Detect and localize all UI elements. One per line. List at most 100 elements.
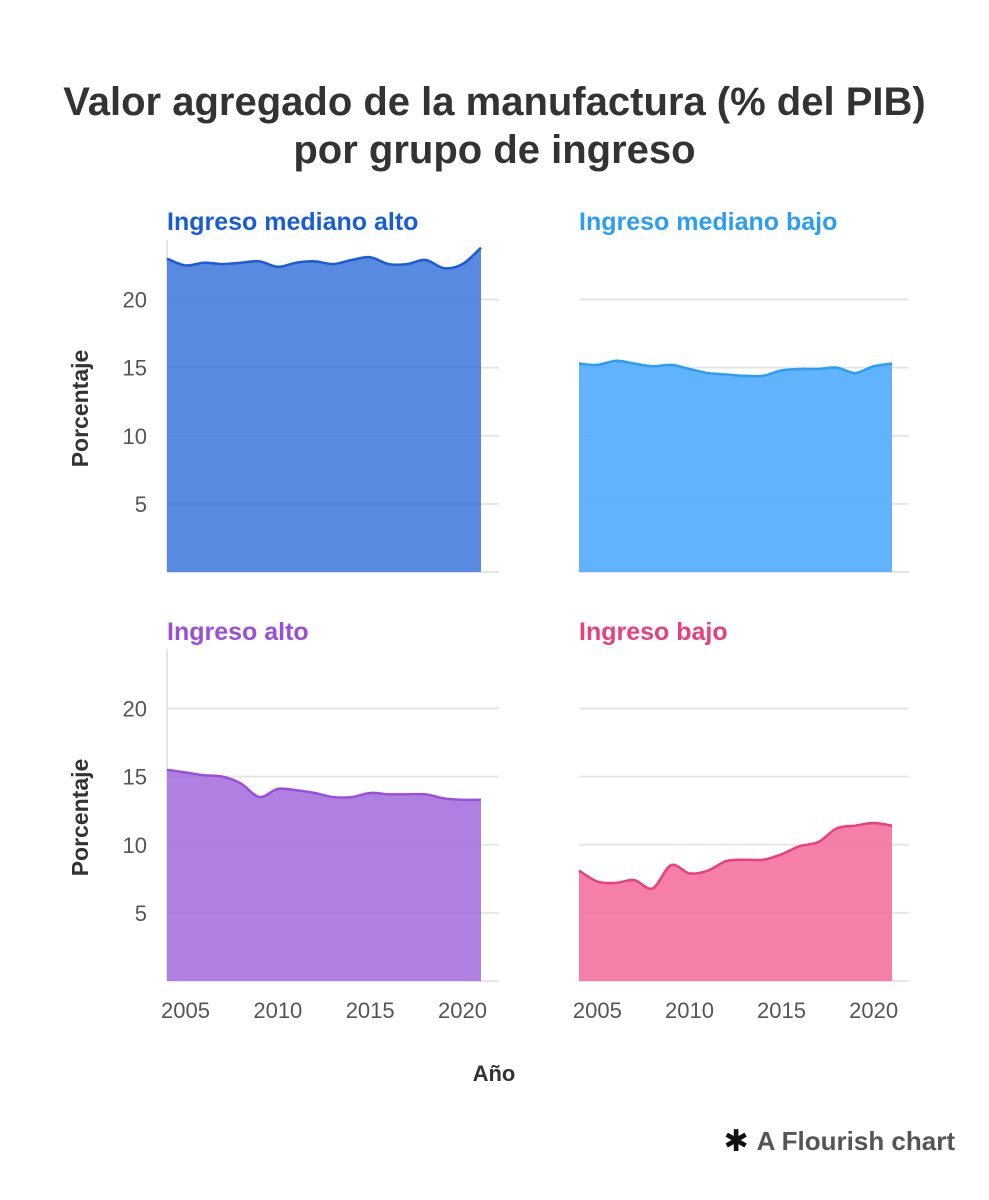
data-point <box>258 796 260 798</box>
data-point <box>351 259 353 261</box>
data-point <box>799 845 801 847</box>
data-point <box>314 792 316 794</box>
data-point <box>443 267 445 269</box>
data-point <box>688 872 690 874</box>
x-axis-label: Año <box>473 1061 516 1086</box>
data-point <box>295 262 297 264</box>
data-point <box>725 860 727 862</box>
data-point <box>762 859 764 861</box>
panel-title: Ingreso mediano alto <box>167 208 418 236</box>
area-ingreso-mediano-alto <box>167 247 481 572</box>
panel-title: Ingreso alto <box>167 618 309 646</box>
data-point <box>277 266 279 268</box>
data-point <box>780 853 782 855</box>
data-point <box>633 362 635 364</box>
x-tick-label: 2015 <box>757 998 806 1023</box>
asterisk-icon: ✱ <box>723 1124 749 1158</box>
data-point <box>651 887 653 889</box>
data-point <box>277 788 279 790</box>
data-point <box>295 789 297 791</box>
y-tick-label: 15 <box>123 765 147 790</box>
data-point <box>596 364 598 366</box>
data-point <box>443 797 445 799</box>
data-point <box>369 792 371 794</box>
data-point <box>184 264 186 266</box>
y-tick-label: 5 <box>135 492 147 517</box>
data-point <box>854 824 856 826</box>
y-tick-label: 20 <box>123 697 147 722</box>
panel-4: Ingreso bajo 2005 2010 2015 2020 <box>573 618 909 1023</box>
data-point <box>615 882 617 884</box>
data-point <box>780 369 782 371</box>
flourish-credit[interactable]: ✱ A Flourish chart <box>723 1126 955 1157</box>
data-point <box>762 375 764 377</box>
data-point <box>406 793 408 795</box>
data-point <box>387 263 389 265</box>
data-point <box>578 362 580 364</box>
data-point <box>166 257 168 259</box>
data-point <box>799 368 801 370</box>
data-point <box>744 859 746 861</box>
data-point <box>578 869 580 871</box>
x-tick-label: 2015 <box>346 998 395 1023</box>
data-point <box>688 368 690 370</box>
y-axis-label: Porcentaje <box>67 759 93 877</box>
data-point <box>836 366 838 368</box>
series-line <box>166 768 482 802</box>
data-point <box>651 365 653 367</box>
data-point <box>166 769 168 771</box>
data-point <box>240 782 242 784</box>
data-point <box>424 793 426 795</box>
data-point <box>480 799 482 801</box>
x-tick-label: 2005 <box>161 998 210 1023</box>
data-point <box>836 827 838 829</box>
data-point <box>872 365 874 367</box>
x-tick-label: 2020 <box>438 998 487 1023</box>
flourish-credit-text: A Flourish chart <box>756 1126 955 1156</box>
data-point <box>596 880 598 882</box>
data-point <box>891 824 893 826</box>
chart-title: Valor agregado de la manufactura (% del … <box>63 80 926 172</box>
data-point <box>854 372 856 374</box>
data-point <box>240 262 242 264</box>
data-point <box>707 372 709 374</box>
x-tick-label: 2005 <box>573 998 622 1023</box>
data-point <box>332 796 334 798</box>
series-line <box>578 359 893 378</box>
data-point <box>351 796 353 798</box>
data-point <box>707 869 709 871</box>
data-point <box>891 362 893 364</box>
area-ingreso-mediano-bajo <box>579 360 892 572</box>
series-line <box>578 821 893 890</box>
panel-title: Ingreso mediano bajo <box>579 208 837 236</box>
data-point <box>480 247 482 249</box>
y-tick-label: 15 <box>123 356 147 381</box>
data-point <box>258 260 260 262</box>
data-point <box>725 373 727 375</box>
data-point <box>387 793 389 795</box>
data-point <box>221 775 223 777</box>
data-point <box>817 368 819 370</box>
data-point <box>424 259 426 261</box>
series-line <box>166 246 482 270</box>
data-point <box>406 263 408 265</box>
data-point <box>203 774 205 776</box>
data-point <box>203 262 205 264</box>
data-point <box>221 263 223 265</box>
area-ingreso-alto <box>167 769 481 981</box>
panel-2: Ingreso mediano bajo <box>578 208 909 573</box>
panel-1: 5 10 15 20 Porcentaje Ingreso mediano alto <box>67 208 499 573</box>
data-point <box>817 841 819 843</box>
data-point <box>369 256 371 258</box>
data-point <box>872 822 874 824</box>
area-ingreso-bajo <box>579 822 892 981</box>
data-point <box>314 260 316 262</box>
y-axis-label: Porcentaje <box>67 350 93 468</box>
x-tick-label: 2010 <box>665 998 714 1023</box>
x-tick-label: 2020 <box>849 998 898 1023</box>
x-tick-label: 2010 <box>253 998 302 1023</box>
panel-3: 5 10 15 20 Porcentaje Ingreso alto 2005 2010 201… <box>67 618 499 1023</box>
data-point <box>332 263 334 265</box>
y-tick-label: 10 <box>123 424 147 449</box>
